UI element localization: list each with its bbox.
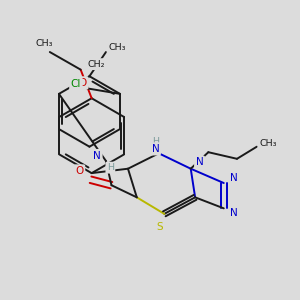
- Text: CH₃: CH₃: [36, 39, 53, 48]
- Text: N: N: [152, 144, 159, 154]
- Text: CH₃: CH₃: [108, 43, 126, 52]
- Text: N: N: [93, 151, 101, 160]
- Text: CH₂: CH₂: [87, 60, 105, 69]
- Text: H: H: [107, 163, 114, 172]
- Text: O: O: [79, 78, 87, 88]
- Text: Cl: Cl: [71, 79, 81, 89]
- Text: S: S: [157, 222, 163, 232]
- Text: N: N: [230, 208, 238, 218]
- Text: O: O: [75, 166, 84, 176]
- Text: H: H: [152, 137, 159, 146]
- Text: N: N: [196, 157, 203, 167]
- Text: N: N: [230, 172, 238, 182]
- Text: CH₃: CH₃: [259, 139, 277, 148]
